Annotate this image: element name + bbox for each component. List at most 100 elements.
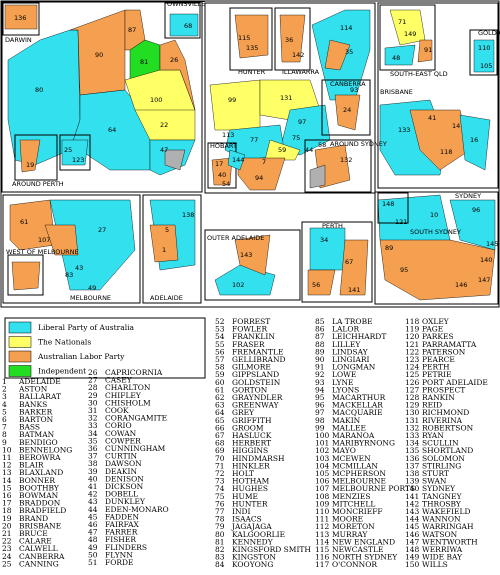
inset-label: AROUND PERTH [12, 180, 64, 188]
electorate-number: 2 [2, 385, 7, 394]
inset [59, 134, 91, 171]
region [4, 4, 38, 30]
region [19, 139, 41, 173]
electorate-number: 39 [88, 467, 98, 476]
electorate-number: 97 [315, 408, 325, 417]
electorate-name: HOLT [232, 469, 254, 478]
region-number: 121 [395, 218, 407, 226]
electorate-name: CORANGAMITE [105, 414, 167, 423]
electorate-number: 26 [88, 368, 98, 377]
region-number: 43 [75, 264, 83, 272]
electorate-number: 132 [405, 423, 420, 432]
electorate-number: 95 [315, 393, 325, 402]
electorate-number: 53 [215, 325, 225, 334]
electorate-number: 72 [215, 469, 225, 478]
electorate-number: 145 [405, 522, 420, 531]
electorate-name: ADELAIDE [18, 377, 61, 386]
electorate-name: LYNE [332, 378, 354, 387]
electorate-number: 38 [88, 459, 98, 468]
region-number: 26 [170, 56, 178, 64]
electorate-number: 126 [405, 378, 420, 387]
electorate-number: 111 [315, 515, 329, 524]
electorate-name: WARRINGAH [422, 522, 474, 531]
electorate-name: HUNTER [232, 499, 268, 508]
electorate-name: NORTH SYDNEY [332, 553, 398, 562]
electorate-name: BANKS [19, 400, 47, 409]
panel [374, 191, 499, 305]
legend-label: The Nationals [38, 338, 91, 347]
electorate-name: WIDE BAY [422, 553, 463, 562]
region-number: 16 [470, 136, 478, 144]
electorate-name: CUNNINGHAM [105, 444, 166, 453]
electorate-name: FORDE [105, 558, 134, 567]
region [234, 234, 271, 276]
electorate-name: BATMAN [19, 430, 55, 439]
electorate-name: HASLUCK [232, 431, 272, 440]
electorate-name: WATSON [422, 530, 458, 539]
electorate-number: 120 [405, 332, 420, 341]
region-number: 1 [162, 246, 166, 254]
region-number: 145 [486, 240, 498, 248]
electorate-number: 15 [2, 483, 12, 492]
region-number: 56 [312, 281, 320, 289]
region-number: 77 [250, 136, 258, 144]
electorate-name: CORIO [105, 421, 132, 430]
region-number: 114 [340, 24, 352, 32]
electorate-name: SHORTLAND [422, 446, 473, 455]
electorate-number: 73 [215, 477, 225, 486]
electorate-name: GILMORE [232, 363, 271, 372]
inset-label: ADELAIDE [150, 294, 183, 302]
electorate-name: ISAACS [232, 515, 262, 524]
electorate-name: LALOR [332, 325, 360, 334]
electorate-number: 121 [405, 340, 419, 349]
electorate-name: HUGHES [232, 484, 268, 493]
electorate-name: GRAYNDLER [232, 393, 283, 402]
region [209, 79, 261, 131]
electorate-name: BRAND [19, 514, 48, 523]
region [384, 44, 416, 66]
region-number: 133 [398, 126, 410, 134]
electorate-number: 1 [2, 377, 7, 386]
electorate-name: SCULLIN [422, 439, 459, 448]
electorate-name: OXLEY [422, 317, 450, 326]
electorate-name: MACARTHUR [332, 393, 386, 402]
region [237, 157, 286, 191]
panel [1, 1, 203, 193]
electorate-number: 6 [2, 415, 7, 424]
electorate-number: 93 [315, 378, 325, 387]
electorate-number: 128 [405, 393, 420, 402]
inset [379, 4, 436, 71]
electorate-name: BENNELONG [19, 445, 72, 454]
electorate-name: FLINDERS [105, 543, 147, 552]
electorate-number: 86 [315, 325, 325, 334]
inset [7, 254, 44, 296]
electorate-number: 104 [315, 461, 330, 470]
electorate-name: FADDEN [105, 512, 139, 521]
region [389, 9, 426, 46]
electorate-number: 14 [2, 476, 12, 485]
region [169, 13, 199, 37]
electorate-name: RICHMOND [422, 408, 469, 417]
region-number: 105 [480, 62, 492, 70]
region-number: 68 [184, 22, 192, 30]
region-number: 110 [478, 44, 490, 52]
electorate-name: COWPER [105, 436, 141, 445]
electorate-name: MAYO [332, 446, 356, 455]
region-number: 132 [340, 156, 352, 164]
electorate-number: 54 [215, 332, 225, 341]
electorate-name: BLAXLAND [19, 468, 63, 477]
electorate-number: 115 [315, 545, 330, 554]
electorate-number: 125 [405, 370, 420, 379]
electorate-number: 81 [215, 537, 225, 546]
electorate-number: 59 [215, 370, 225, 379]
electorate-name: CANNING [19, 559, 59, 568]
panel [204, 2, 376, 194]
electorate-number: 60 [215, 378, 225, 387]
electorate-number: 27 [88, 376, 98, 385]
electorate-number: 44 [88, 505, 98, 514]
electorate-number: 18 [2, 506, 12, 515]
inset-label: SYDNEY [455, 192, 481, 200]
electorate-number: 92 [315, 370, 325, 379]
electorate-name: FLYNN [105, 550, 133, 559]
electorate-number: 80 [215, 530, 225, 539]
